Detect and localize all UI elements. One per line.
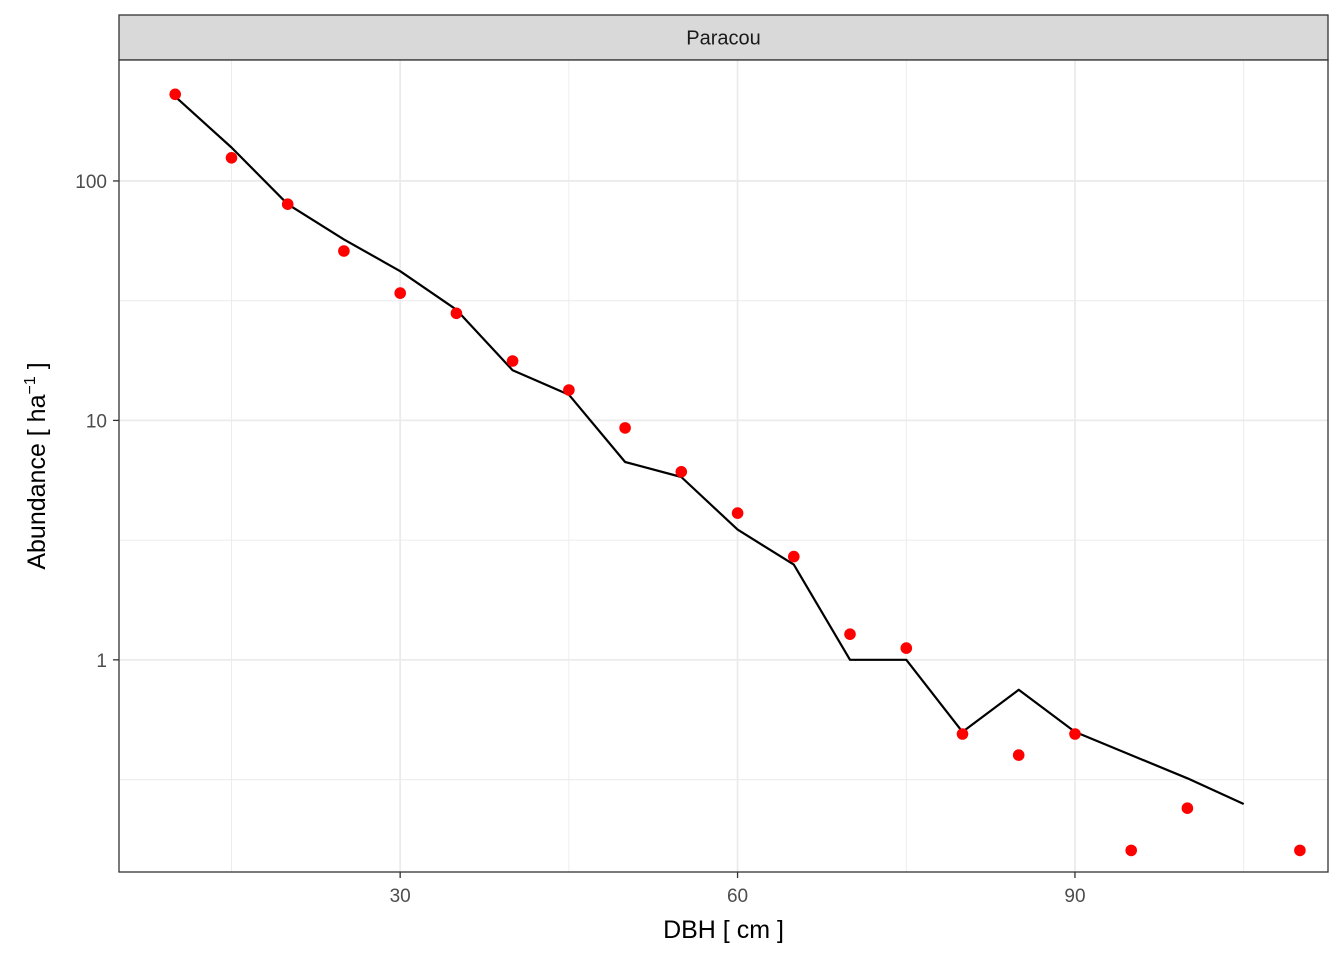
y-axis-title-superscript: −1: [22, 376, 39, 394]
data-point: [281, 198, 294, 210]
plot-panel: [119, 60, 1328, 872]
data-point: [338, 245, 350, 257]
data-point: [844, 628, 856, 640]
y-axis-title-prefix: Abundance [ ha: [23, 394, 51, 569]
points-layer: [169, 88, 1306, 857]
data-point: [675, 466, 688, 478]
data-point: [563, 384, 575, 396]
data-point: [450, 307, 463, 320]
x-tick-label: 90: [1064, 886, 1085, 907]
y-axis-title-suffix: ]: [23, 362, 51, 376]
x-axis-title: DBH [ cm ]: [663, 916, 784, 944]
data-point: [731, 507, 744, 519]
x-tick-label: 30: [390, 886, 411, 907]
data-point: [225, 152, 238, 164]
y-axis-title: Abundance [ ha−1 ]: [22, 362, 51, 569]
y-axis: 1 10 100: [75, 172, 119, 672]
data-point: [169, 88, 181, 101]
data-point: [506, 355, 519, 367]
data-point: [1181, 802, 1194, 814]
facet-label: Paracou: [686, 28, 761, 50]
data-point: [1125, 844, 1137, 857]
data-point: [900, 642, 913, 654]
y-tick-label: 100: [75, 172, 107, 193]
data-point: [394, 287, 407, 299]
facet-strip: [118, 14, 1329, 61]
gridlines: [119, 60, 1328, 872]
x-tick-label: 60: [727, 886, 748, 907]
data-point: [1294, 844, 1306, 857]
y-tick-label: 10: [86, 411, 107, 432]
data-point: [1069, 728, 1081, 740]
data-point: [956, 728, 969, 740]
panel-border: [118, 59, 1329, 873]
fitted-line-layer: [174, 95, 1245, 806]
fitted-line: [174, 95, 1245, 806]
data-point: [619, 422, 631, 434]
data-point: [788, 550, 800, 563]
x-axis: 30 60 90: [390, 872, 1086, 907]
y-tick-label: 1: [96, 651, 107, 672]
data-point: [1012, 749, 1025, 761]
